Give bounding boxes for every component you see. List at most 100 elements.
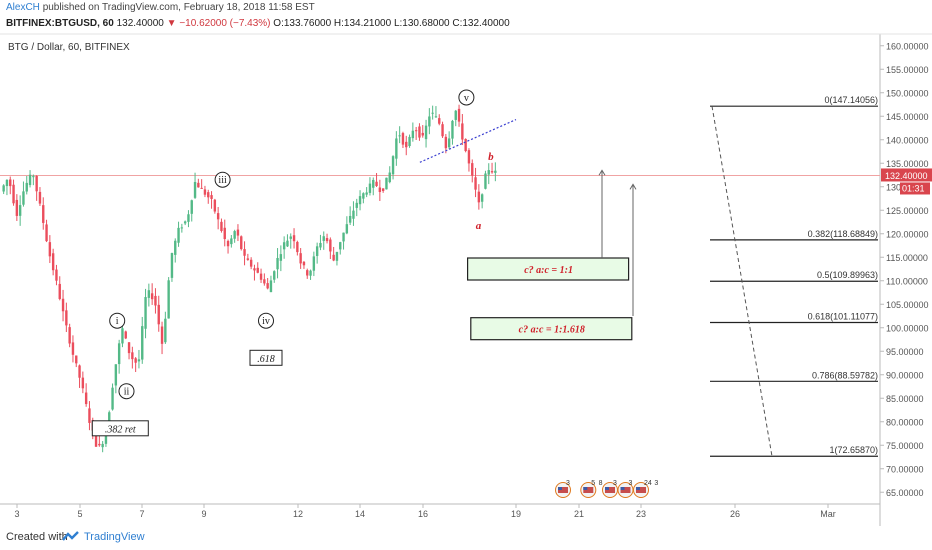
target-box <box>467 257 630 281</box>
candle-body <box>444 136 448 149</box>
x-tick-label: Mar <box>820 509 836 519</box>
flag-icon-canton <box>636 487 640 490</box>
candle-body <box>428 116 431 127</box>
fib-level-label: 0(147.14056) <box>824 95 878 105</box>
candle-body <box>101 443 104 448</box>
candle-body <box>170 253 174 278</box>
candle-body <box>273 271 276 280</box>
wave-label: v <box>464 93 469 104</box>
wave-label: iii <box>218 175 227 186</box>
candle-body <box>183 221 187 224</box>
candle-body <box>375 181 378 187</box>
candle-body <box>292 235 296 242</box>
candle-body <box>401 133 405 145</box>
candle-body <box>358 196 362 205</box>
candle-body <box>164 318 167 343</box>
candle-body <box>150 293 154 300</box>
countdown-box <box>900 182 930 195</box>
author-link[interactable]: AlexCH <box>6 2 40 13</box>
candle-body <box>467 150 471 164</box>
candle-body <box>424 125 428 140</box>
high-value: H:134.21000 <box>333 18 392 29</box>
candle-body <box>114 364 118 386</box>
fib-level-label: 0.5(109.89963) <box>817 270 878 280</box>
down-arrow-icon: ▼ <box>166 18 177 29</box>
x-tick-label: 7 <box>139 509 144 519</box>
candle-body <box>395 138 398 159</box>
wave-label-circle <box>258 312 274 329</box>
candle-body <box>464 138 467 152</box>
wave-letter-label: a <box>476 220 482 232</box>
candle-body <box>12 184 15 204</box>
candle-body <box>216 213 220 220</box>
candle-body <box>302 261 306 266</box>
candle-body <box>339 242 342 250</box>
candle-body <box>411 130 415 139</box>
target-box-label: c? a:c = 1:1 <box>524 265 573 276</box>
candle-body <box>335 251 339 261</box>
candle-body <box>441 124 444 137</box>
candle-body <box>434 116 438 118</box>
publish-info: AlexCH published on TradingView.com, Feb… <box>6 2 315 13</box>
y-tick-label: 155.00000 <box>886 65 929 75</box>
candle-body <box>243 249 246 256</box>
candle-body <box>355 202 358 208</box>
candle-body <box>299 253 302 264</box>
y-tick-label: 130 <box>886 182 901 192</box>
candle-body <box>388 172 391 183</box>
flag-icon-stripe <box>636 487 646 493</box>
candle-body <box>296 241 299 253</box>
candle-body <box>233 231 236 239</box>
footer: Created with TradingView <box>0 526 932 550</box>
candle-body <box>408 136 411 147</box>
candle-body <box>325 238 329 242</box>
trend-line <box>419 118 517 163</box>
created-with-text: Created with <box>6 531 68 543</box>
candle-body <box>365 192 368 195</box>
change-value: −10.62000 (−7.43%) <box>179 18 271 29</box>
y-tick-label: 125.00000 <box>886 206 929 216</box>
candle-body <box>157 304 160 325</box>
candle-body <box>124 331 127 339</box>
target-arrow-head <box>598 169 606 176</box>
candle-body <box>213 199 217 212</box>
candle-body <box>345 224 349 234</box>
y-tick-label: 70.00000 <box>886 464 924 474</box>
candle-body <box>329 239 332 252</box>
candle-body <box>223 227 226 240</box>
candle-body <box>134 358 137 363</box>
y-tick-label: 75.00000 <box>886 441 924 451</box>
candle-body <box>256 267 259 273</box>
candle-body <box>38 191 42 204</box>
candle-body <box>332 254 335 261</box>
candle-body <box>276 257 279 270</box>
y-tick-label: 150.00000 <box>886 88 929 98</box>
candle-body <box>127 342 131 354</box>
tradingview-link[interactable]: TradingView <box>84 531 145 543</box>
wave-label: ii <box>124 387 130 398</box>
tradingview-logo-icon <box>62 531 79 541</box>
ratio-box <box>91 420 149 437</box>
close-value: C:132.40000 <box>452 18 510 29</box>
candle-body <box>289 236 292 239</box>
candle-body <box>111 387 114 410</box>
candle-body <box>104 435 108 444</box>
candle-body <box>78 365 81 378</box>
candle-body <box>190 200 193 214</box>
target-box <box>470 317 633 341</box>
event-badge-count: 3 <box>613 480 617 487</box>
candle-body <box>405 141 408 148</box>
candle-body <box>253 268 256 271</box>
x-tick-label: 12 <box>293 509 303 519</box>
candle-body <box>203 189 207 195</box>
candle-body <box>193 181 197 198</box>
published-text: published on TradingView.com, February 1… <box>42 2 315 13</box>
candle-body <box>177 227 180 243</box>
candle-body <box>315 246 319 256</box>
x-tick-label: 3 <box>14 509 19 519</box>
candle-body <box>490 171 494 173</box>
candle-body <box>461 123 464 140</box>
candle-body <box>144 297 147 329</box>
candle-body <box>45 224 48 242</box>
